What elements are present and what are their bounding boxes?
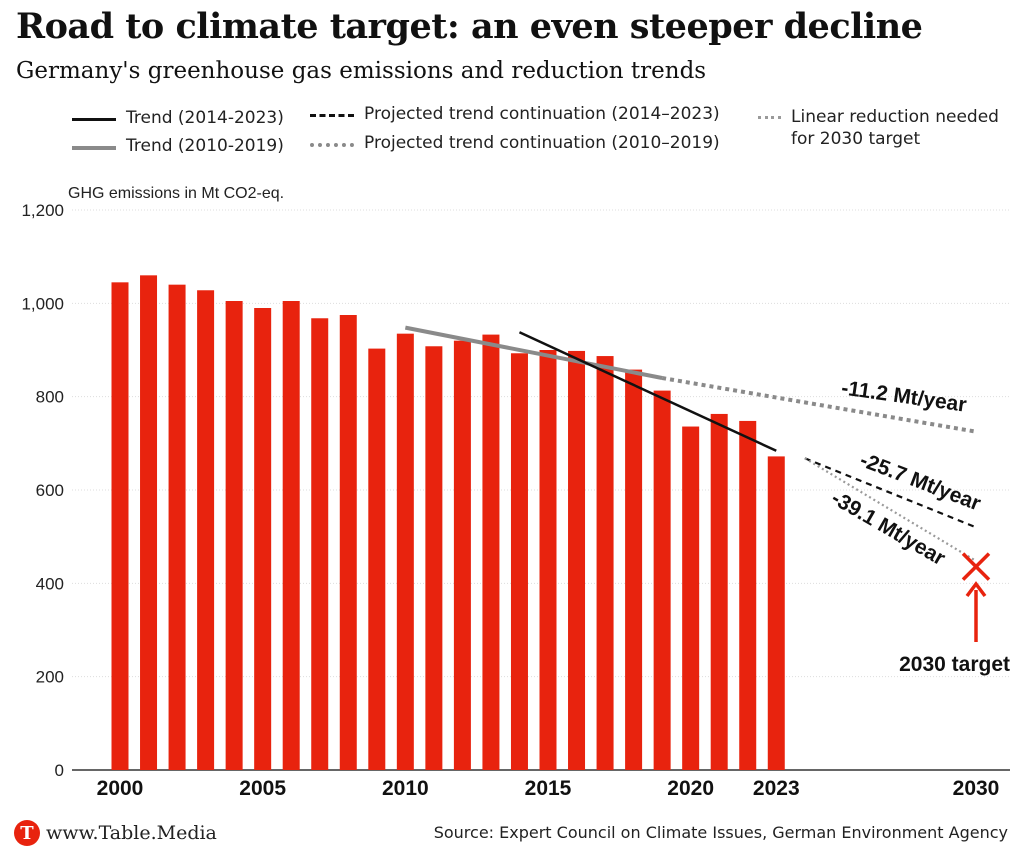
source-note: Source: Expert Council on Climate Issues… <box>433 823 1008 842</box>
bar-2003 <box>197 290 215 770</box>
brand-url[interactable]: www.Table.Media <box>46 822 217 844</box>
y-tick-label: 200 <box>36 668 64 687</box>
bar-2021 <box>710 413 728 770</box>
bar-2022 <box>739 420 757 770</box>
projection-2010-2019 <box>661 376 977 434</box>
legend-trend-2014-2023: Trend (2014-2023) <box>72 108 284 128</box>
bar-2020 <box>682 426 700 770</box>
legend-swatch-solid-grey <box>72 146 116 150</box>
x-tick-label: 2000 <box>97 777 144 800</box>
bar-2023 <box>767 456 785 770</box>
bar-2009 <box>368 348 386 770</box>
legend-linear-needed: Linear reduction needed for 2030 target <box>758 106 1010 150</box>
bar-2017 <box>596 356 614 770</box>
bar-2004 <box>225 301 243 770</box>
y-tick-label: 400 <box>36 574 64 593</box>
legend-label-linear-needed: Linear reduction needed for 2030 target <box>791 107 999 149</box>
bar-2002 <box>168 284 186 770</box>
target-cross-b <box>961 552 991 581</box>
bar-2012 <box>453 340 471 770</box>
target-label: 2030 target <box>899 653 1010 676</box>
bar-2011 <box>425 346 443 770</box>
bar-2016 <box>568 350 586 770</box>
x-tick-label: 2015 <box>525 777 572 800</box>
y-axis-title: GHG emissions in Mt CO2-eq. <box>68 185 284 202</box>
legend-label-proj-2014-2023: Projected trend continuation (2014–2023) <box>364 104 720 124</box>
trend-lines <box>404 325 991 642</box>
x-tick-label: 2010 <box>382 777 429 800</box>
bar-2008 <box>339 315 357 770</box>
bars <box>111 275 785 770</box>
chart-subtitle: Germany's greenhouse gas emissions and r… <box>16 58 707 84</box>
linear-reduction-needed <box>804 457 977 562</box>
x-tick-label: 2005 <box>239 777 286 800</box>
legend-swatch-dotted-grey <box>310 143 354 147</box>
footer-brand: T www.Table.Media <box>14 820 217 846</box>
legend-label-trend-2010-2019: Trend (2010-2019) <box>126 136 284 156</box>
y-tick-label: 0 <box>55 761 64 780</box>
projection-2014-2023 <box>804 457 977 529</box>
target-arrow-head <box>965 581 987 598</box>
bar-2007 <box>311 318 329 770</box>
legend-swatch-solid-black <box>72 118 116 121</box>
bar-2014 <box>510 353 528 770</box>
x-tick-label: 2030 <box>953 777 1000 800</box>
bar-2015 <box>539 350 557 770</box>
y-tick-label: 1,200 <box>21 201 64 220</box>
rate-label-linear: -39.1 Mt/year <box>827 487 949 571</box>
bar-2019 <box>653 390 671 770</box>
trend-line-2014-2023 <box>518 331 777 452</box>
y-tick-label: 1,000 <box>21 294 64 313</box>
chart-title: Road to climate target: an even steeper … <box>16 6 923 47</box>
bar-2018 <box>625 369 643 770</box>
legend-trend-2010-2019: Trend (2010-2019) <box>72 136 284 156</box>
y-tick-label: 800 <box>36 388 64 407</box>
trend-line-2010-2019 <box>404 325 663 380</box>
bar-2010 <box>396 333 414 770</box>
bar-2013 <box>482 334 500 770</box>
legend-label-trend-2014-2023: Trend (2014-2023) <box>126 108 284 128</box>
bar-2005 <box>254 308 272 770</box>
y-tick-label: 600 <box>36 481 64 500</box>
legend-proj-2014-2023: Projected trend continuation (2014–2023) <box>310 104 720 124</box>
legend-swatch-dotted-light <box>758 116 782 119</box>
rate-label-2010-2019: -11.2 Mt/year <box>840 376 968 416</box>
legend-swatch-dashed-black <box>310 114 354 117</box>
x-tick-label: 2020 <box>667 777 714 800</box>
legend-label-proj-2010-2019: Projected trend continuation (2010–2019) <box>364 133 720 153</box>
bar-2006 <box>282 301 300 770</box>
table-media-logo-icon: T <box>14 820 40 846</box>
legend-proj-2010-2019: Projected trend continuation (2010–2019) <box>310 133 720 153</box>
bar-2000 <box>111 282 129 770</box>
bar-2001 <box>140 275 158 770</box>
x-tick-label: 2023 <box>753 777 800 800</box>
